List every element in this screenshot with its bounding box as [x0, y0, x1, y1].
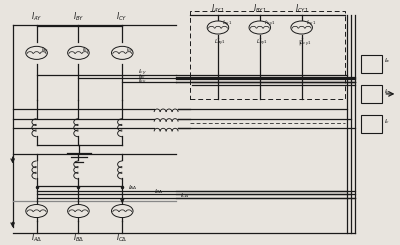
Bar — [362, 115, 382, 133]
Text: $I_{C\Delta}$: $I_{C\Delta}$ — [180, 191, 190, 200]
Circle shape — [249, 21, 270, 34]
Bar — [190, 11, 346, 99]
Text: $I_{CY1}$: $I_{CY1}$ — [294, 3, 309, 15]
Text: $I_{cy}$: $I_{cy}$ — [138, 68, 147, 78]
Circle shape — [68, 205, 89, 218]
Circle shape — [112, 205, 133, 218]
Text: $I_{AY}$: $I_{AY}$ — [31, 10, 42, 23]
Circle shape — [68, 46, 89, 59]
Text: $L_{by1}$: $L_{by1}$ — [256, 38, 268, 48]
Text: $L_{ay1}$: $L_{ay1}$ — [214, 38, 226, 48]
Text: $I_{A\Delta}$: $I_{A\Delta}$ — [128, 183, 138, 192]
Text: $I_{B\Delta}$: $I_{B\Delta}$ — [154, 187, 164, 196]
Text: $I_{ay1}$: $I_{ay1}$ — [222, 19, 232, 29]
Text: $I_{ay}$: $I_{ay}$ — [40, 45, 49, 56]
Text: $I_{BY}$: $I_{BY}$ — [73, 10, 84, 23]
Text: $I_{cy}$: $I_{cy}$ — [126, 45, 134, 56]
Text: $I_{B\Delta}$: $I_{B\Delta}$ — [73, 231, 84, 244]
Text: $I_{by}$: $I_{by}$ — [138, 77, 147, 87]
Text: $I_{\ by1}$: $I_{\ by1}$ — [264, 19, 276, 29]
Text: $I_{cy1}$: $I_{cy1}$ — [306, 19, 316, 29]
Circle shape — [207, 21, 229, 34]
Text: $I_{A\Delta}$: $I_{A\Delta}$ — [31, 231, 42, 244]
Text: $I_{C\Delta}$: $I_{C\Delta}$ — [116, 231, 128, 244]
Text: $I_{AY1}$: $I_{AY1}$ — [211, 3, 225, 15]
Text: $I_{a}$: $I_{a}$ — [384, 57, 390, 65]
Circle shape — [26, 205, 47, 218]
Bar — [362, 55, 382, 73]
Circle shape — [26, 46, 47, 59]
Text: $|L_{cy1}$: $|L_{cy1}$ — [298, 38, 311, 48]
Text: $I_{CY}$: $I_{CY}$ — [116, 10, 128, 23]
Text: $I_{b}$: $I_{b}$ — [384, 87, 390, 96]
Bar — [362, 85, 382, 103]
Text: $I_{ay}$: $I_{ay}$ — [138, 73, 146, 83]
Circle shape — [112, 46, 133, 59]
Text: $I_{by}$: $I_{by}$ — [82, 45, 91, 56]
Circle shape — [291, 21, 312, 34]
Text: $I_{c}$: $I_{c}$ — [384, 117, 390, 126]
Text: $I_{BY1}$: $I_{BY1}$ — [253, 3, 267, 15]
